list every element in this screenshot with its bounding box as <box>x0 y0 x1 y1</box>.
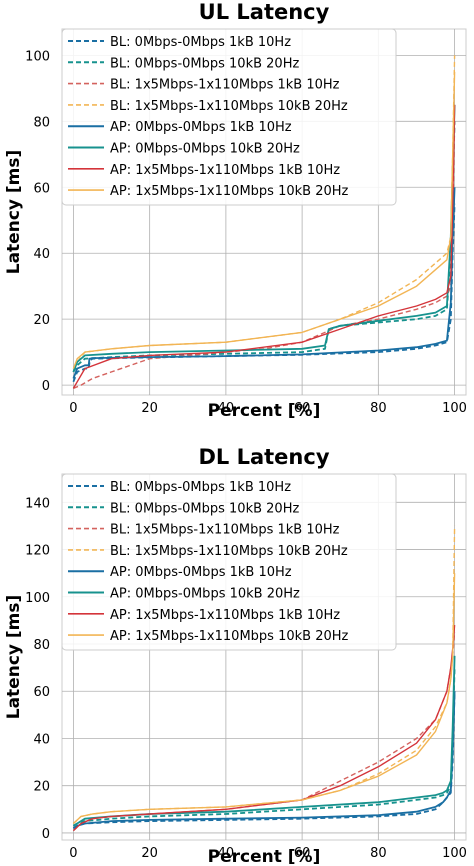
legend-label: BL: 1x5Mbps-1x110Mbps 1kB 10Hz <box>110 78 340 93</box>
y-tick-label: 80 <box>33 638 50 653</box>
y-tick-label: 60 <box>33 685 50 700</box>
y-tick-label: 20 <box>33 313 50 328</box>
x-tick-label: 0 <box>69 401 77 416</box>
ul-latency-chart: UL Latency 0 20 40 60 80 100 0 20 40 60 80 100 Perc… <box>4 0 467 421</box>
series-line <box>72 655 456 827</box>
series-line <box>73 121 456 390</box>
series-line <box>72 625 456 832</box>
y-axis-label: Latency [ms] <box>4 150 24 275</box>
tick-labels: 0 20 40 60 80 100 0 20 40 60 80 100 <box>25 49 467 416</box>
legend-label: AP: 0Mbps-0Mbps 10kB 20Hz <box>110 587 300 602</box>
x-tick-label: 60 <box>294 401 311 416</box>
x-tick-label: 100 <box>442 846 467 861</box>
legend-box <box>61 28 397 206</box>
y-tick-label: 40 <box>33 247 50 262</box>
y-tick-label: 60 <box>33 181 50 196</box>
legend-label: BL: 0Mbps-0Mbps 1kB 10Hz <box>110 480 291 495</box>
y-tick-label: 80 <box>33 115 50 130</box>
series-line <box>72 71 456 369</box>
x-tick-label: 80 <box>370 846 387 861</box>
legend-label: BL: 1x5Mbps-1x110Mbps 1kB 10Hz <box>110 523 340 538</box>
y-tick-label: 0 <box>42 827 50 842</box>
series-line <box>72 104 456 389</box>
x-axis-label: Percent [%] <box>208 847 321 866</box>
legend-label: AP: 1x5Mbps-1x110Mbps 1kB 10Hz <box>110 608 340 623</box>
legend-label: BL: 0Mbps-0Mbps 10kB 20Hz <box>110 501 299 516</box>
x-tick-label: 100 <box>442 401 467 416</box>
x-tick-label: 0 <box>69 846 77 861</box>
legend-label: AP: 0Mbps-0Mbps 1kB 10Hz <box>110 565 292 580</box>
series-line <box>72 667 456 827</box>
legend-label: AP: 1x5Mbps-1x110Mbps 10kB 20Hz <box>110 184 349 199</box>
legend: BL: 0Mbps-0Mbps 1kB 10Hz BL: 0Mbps-0Mbps … <box>61 473 397 651</box>
y-tick-label: 40 <box>33 732 50 747</box>
series-line <box>72 691 456 829</box>
series-line <box>72 632 456 832</box>
legend-label: AP: 1x5Mbps-1x110Mbps 10kB 20Hz <box>110 629 349 644</box>
chart-title: DL Latency <box>198 445 329 469</box>
x-tick-label: 20 <box>141 846 158 861</box>
legend-label: BL: 1x5Mbps-1x110Mbps 10kB 20Hz <box>110 544 348 559</box>
series-line <box>72 573 456 825</box>
legend-label: BL: 0Mbps-0Mbps 10kB 20Hz <box>110 56 299 71</box>
y-tick-label: 100 <box>25 591 50 606</box>
y-tick-label: 20 <box>33 780 50 795</box>
chart-title: UL Latency <box>199 0 330 24</box>
legend-label: AP: 0Mbps-0Mbps 10kB 20Hz <box>110 142 300 157</box>
x-tick-label: 60 <box>294 846 311 861</box>
x-tick-label: 80 <box>370 401 387 416</box>
series-line <box>72 187 456 379</box>
x-tick-label: 20 <box>141 401 158 416</box>
y-tick-label: 140 <box>25 496 50 511</box>
legend-label: AP: 1x5Mbps-1x110Mbps 1kB 10Hz <box>110 163 340 178</box>
x-axis-label: Percent [%] <box>208 401 321 421</box>
x-tick-label: 40 <box>218 401 235 416</box>
tick-labels: 0 20 40 60 80 100 0 20 40 60 80 100 120 140 <box>25 496 467 861</box>
legend: BL: 0Mbps-0Mbps 1kB 10Hz BL: 0Mbps-0Mbps … <box>61 28 397 206</box>
y-tick-label: 120 <box>25 544 50 559</box>
series-line <box>72 104 456 373</box>
legend-box <box>61 473 397 651</box>
series-line <box>72 691 456 829</box>
dl-latency-chart: DL Latency 0 20 40 60 80 100 0 20 40 60 80 100 120 14… <box>4 445 467 866</box>
y-tick-label: 100 <box>25 49 50 64</box>
y-tick-label: 0 <box>42 379 50 394</box>
legend-label: BL: 0Mbps-0Mbps 1kB 10Hz <box>110 35 291 50</box>
series-lines <box>72 55 456 390</box>
x-tick-label: 40 <box>218 846 235 861</box>
series-lines <box>72 525 456 832</box>
y-axis-label: Latency [ms] <box>4 595 24 720</box>
legend-label: AP: 0Mbps-0Mbps 1kB 10Hz <box>110 120 292 135</box>
legend-label: BL: 1x5Mbps-1x110Mbps 10kB 20Hz <box>110 99 348 114</box>
